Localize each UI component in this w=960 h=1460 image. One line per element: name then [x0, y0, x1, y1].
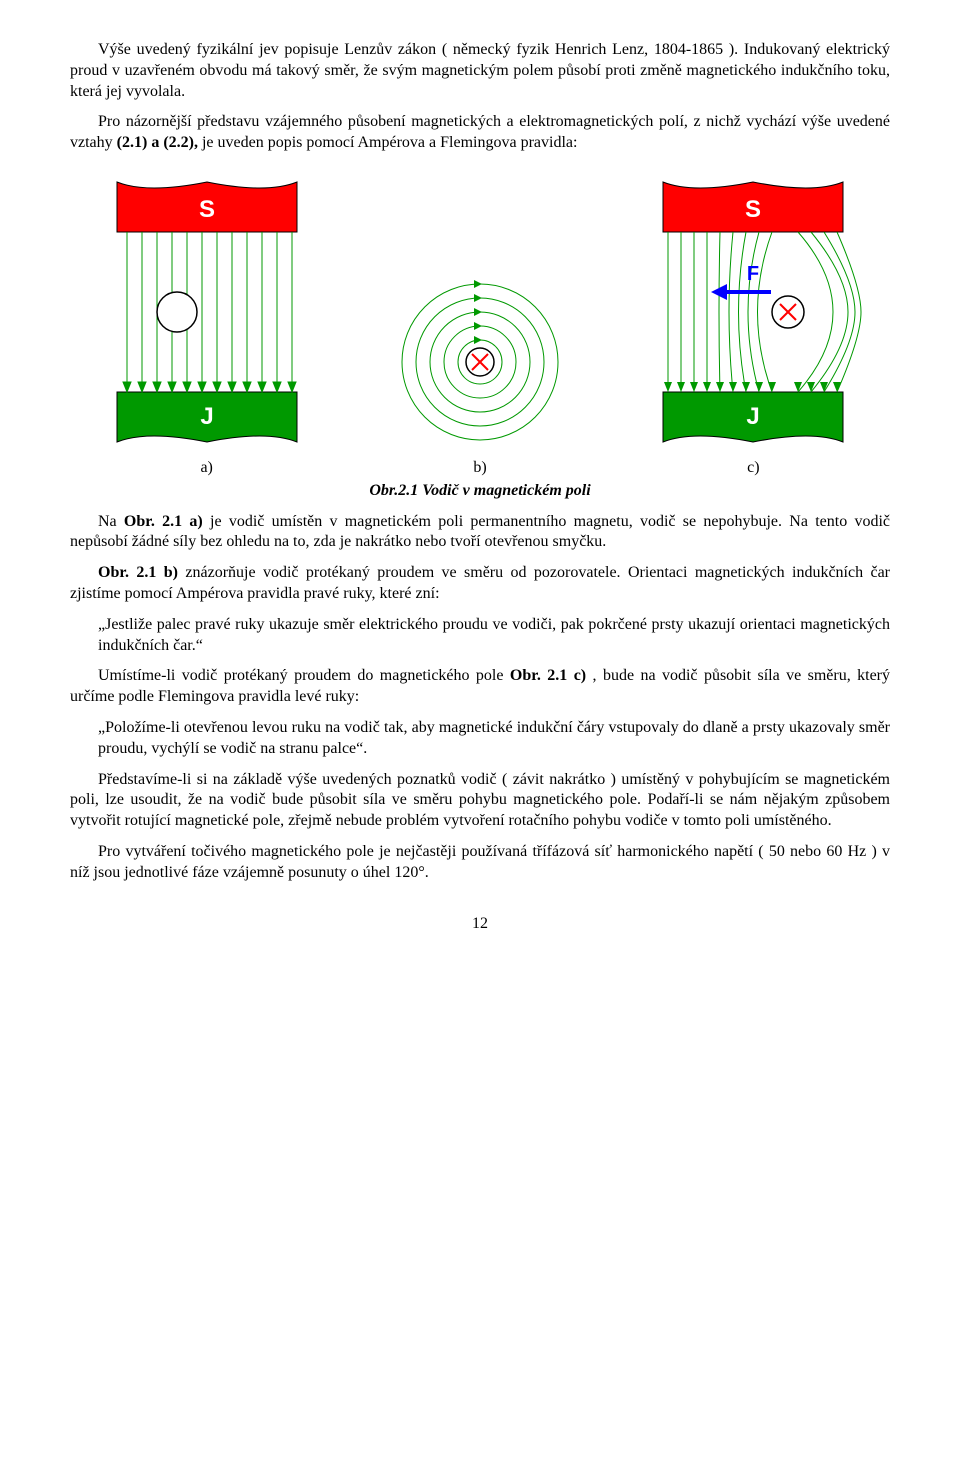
fig-label-c: c) — [617, 458, 890, 479]
fig-label-b: b) — [343, 458, 616, 479]
figure-b-svg — [380, 172, 580, 452]
label-S: S — [199, 196, 215, 223]
figure-caption: Obr.2.1 Vodič v magnetickém poli — [70, 481, 890, 502]
figure-c: S J — [617, 172, 890, 452]
label-J: J — [200, 403, 213, 430]
figure-c-svg: S J — [633, 172, 873, 452]
quote-fleming: „Položíme-li otevřenou levou ruku na vod… — [98, 718, 890, 760]
ref-obr-2-1-b: Obr. 2.1 b) — [98, 564, 178, 581]
paragraph-a: Na Obr. 2.1 a) je vodič umístěn v magnet… — [70, 512, 890, 554]
paragraph-lenz: Výše uvedený fyzikální jev popisuje Lenz… — [70, 40, 890, 102]
paragraph-three-phase: Pro vytváření točivého magnetického pole… — [70, 842, 890, 884]
figure-a-svg: S J — [97, 172, 317, 452]
figure-a: S J — [70, 172, 343, 452]
text: Na — [98, 513, 124, 530]
page-number: 12 — [70, 914, 890, 935]
text: znázorňuje vodič protékaný proudem ve sm… — [70, 564, 890, 602]
paragraph-c: Umístíme-li vodič protékaný proudem do m… — [70, 666, 890, 708]
label-F: F — [747, 263, 759, 285]
ref-obr-2-1-c: Obr. 2.1 c) — [510, 667, 586, 684]
ref-obr-2-1-a: Obr. 2.1 a) — [124, 513, 203, 530]
figure-sublabels: a) b) c) — [70, 458, 890, 479]
quote-ampere: „Jestliže palec pravé ruky ukazuje směr … — [98, 615, 890, 657]
fig-label-a: a) — [70, 458, 343, 479]
figure-2-1: S J — [70, 172, 890, 452]
text: je uveden popis pomocí Ampérova a Flemin… — [198, 134, 577, 151]
conductor-circle — [157, 292, 197, 332]
paragraph-intro: Pro názornější představu vzájemného půso… — [70, 112, 890, 154]
label-J-c: J — [747, 403, 760, 430]
paragraph-rotating-field: Představíme-li si na základě výše uveden… — [70, 770, 890, 832]
paragraph-b: Obr. 2.1 b) znázorňuje vodič protékaný p… — [70, 563, 890, 605]
ref-2-1-2-2: (2.1) a (2.2), — [117, 134, 198, 151]
text: Umístíme-li vodič protékaný proudem do m… — [98, 667, 510, 684]
figure-b — [343, 172, 616, 452]
label-S-c: S — [745, 196, 761, 223]
